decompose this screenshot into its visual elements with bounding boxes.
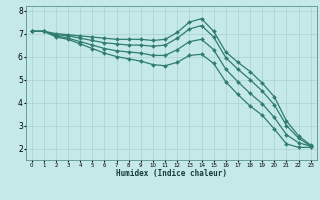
X-axis label: Humidex (Indice chaleur): Humidex (Indice chaleur) xyxy=(116,169,227,178)
